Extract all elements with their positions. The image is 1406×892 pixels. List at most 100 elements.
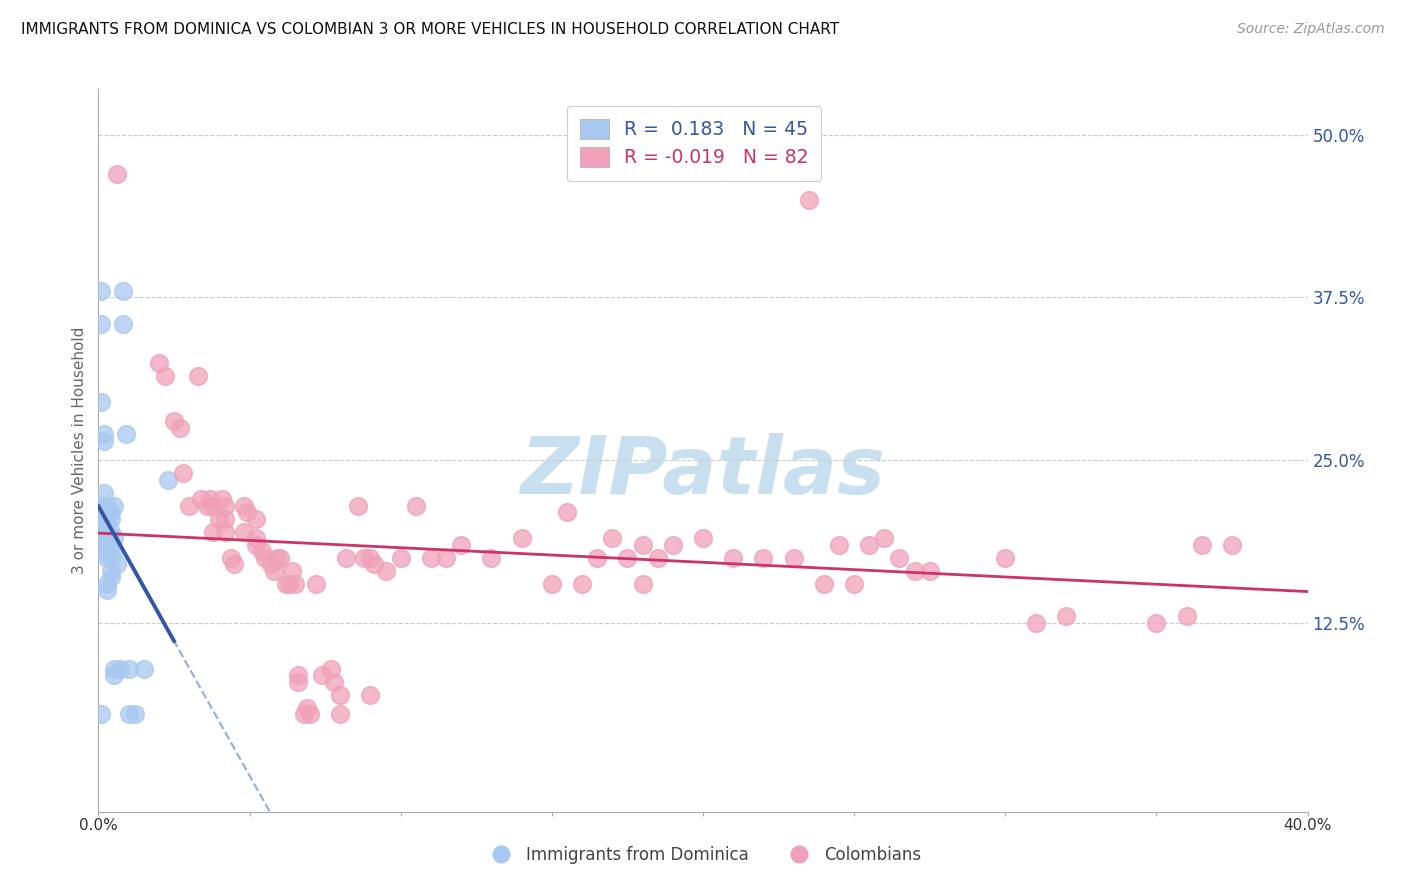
Point [118, 707, 141, 722]
Text: IMMIGRANTS FROM DOMINICA VS COLOMBIAN 3 OR MORE VEHICLES IN HOUSEHOLD CORRELATIO: IMMIGRANTS FROM DOMINICA VS COLOMBIAN 3 … [21, 22, 839, 37]
Point [555, 505, 578, 519]
Point [321, 661, 343, 675]
Point [96, 505, 118, 519]
Point [420, 550, 443, 565]
Point [221, 550, 243, 565]
Point [245, 512, 267, 526]
Point [100, 538, 122, 552]
Point [93, 512, 115, 526]
Point [96, 550, 118, 565]
Point [1220, 538, 1243, 552]
Point [195, 499, 218, 513]
Point [602, 532, 624, 546]
Point [405, 499, 427, 513]
Point [179, 499, 201, 513]
Point [360, 550, 382, 565]
Point [287, 668, 309, 682]
Point [90, 394, 112, 409]
Point [266, 550, 288, 565]
Point [100, 570, 122, 584]
Point [1024, 615, 1046, 630]
Point [93, 518, 115, 533]
Point [96, 512, 118, 526]
Point [335, 550, 357, 565]
Point [481, 550, 503, 565]
Point [103, 499, 125, 513]
Point [631, 577, 654, 591]
Point [90, 317, 112, 331]
Point [1054, 609, 1077, 624]
Point [329, 688, 352, 702]
Point [889, 550, 911, 565]
Point [214, 499, 236, 513]
Point [100, 564, 122, 578]
Point [813, 577, 835, 591]
Point [1191, 538, 1213, 552]
Point [232, 499, 254, 513]
Point [245, 538, 267, 552]
Point [389, 550, 412, 565]
Point [214, 512, 236, 526]
Point [202, 499, 225, 513]
Point [374, 564, 396, 578]
Point [434, 550, 457, 565]
Point [105, 167, 128, 181]
Point [284, 577, 307, 591]
Point [363, 558, 385, 572]
Point [93, 427, 115, 442]
Point [295, 700, 318, 714]
Text: 40.0%: 40.0% [1284, 818, 1331, 833]
Point [250, 544, 273, 558]
Point [190, 492, 212, 507]
Point [214, 524, 236, 539]
Point [1144, 615, 1167, 630]
Point [105, 558, 128, 572]
Point [153, 368, 176, 383]
Point [994, 550, 1017, 565]
Point [245, 532, 267, 546]
Point [752, 550, 775, 565]
Legend: Immigrants from Dominica, Colombians: Immigrants from Dominica, Colombians [478, 839, 928, 871]
Point [647, 550, 669, 565]
Point [329, 707, 352, 722]
Point [299, 707, 322, 722]
Point [103, 544, 125, 558]
Legend: R =  0.183   N = 45, R = -0.019   N = 82: R = 0.183 N = 45, R = -0.019 N = 82 [567, 106, 821, 180]
Point [111, 317, 134, 331]
Point [96, 544, 118, 558]
Point [692, 532, 714, 546]
Point [292, 707, 315, 722]
Point [96, 524, 118, 539]
Point [450, 538, 472, 552]
Point [232, 524, 254, 539]
Point [918, 564, 941, 578]
Text: 0.0%: 0.0% [79, 818, 118, 833]
Point [96, 499, 118, 513]
Point [571, 577, 593, 591]
Point [260, 558, 283, 572]
Point [118, 661, 141, 675]
Point [100, 505, 122, 519]
Point [281, 564, 304, 578]
Point [311, 668, 333, 682]
Point [224, 558, 246, 572]
Point [661, 538, 683, 552]
Point [305, 577, 328, 591]
Point [253, 550, 276, 565]
Point [211, 492, 233, 507]
Point [96, 577, 118, 591]
Point [100, 524, 122, 539]
Point [103, 668, 125, 682]
Point [90, 284, 112, 298]
Point [124, 707, 146, 722]
Point [586, 550, 609, 565]
Point [323, 674, 346, 689]
Point [274, 577, 297, 591]
Point [797, 193, 820, 207]
Point [360, 688, 382, 702]
Y-axis label: 3 or more Vehicles in Household: 3 or more Vehicles in Household [72, 326, 87, 574]
Point [540, 577, 562, 591]
Point [616, 550, 638, 565]
Point [163, 414, 186, 428]
Text: ZIPatlas: ZIPatlas [520, 434, 886, 511]
